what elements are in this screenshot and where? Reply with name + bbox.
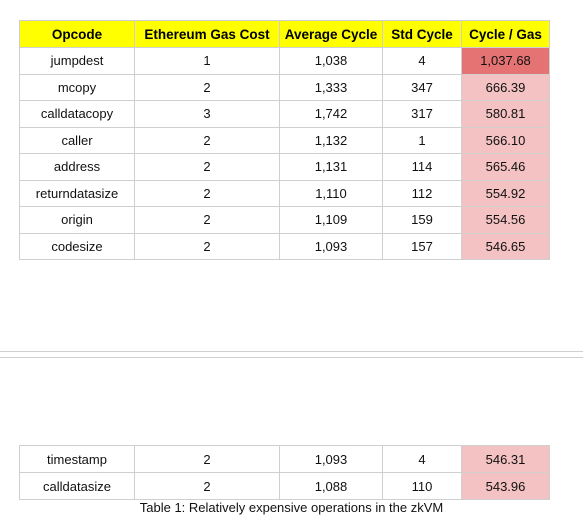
table-header-row: Opcode Ethereum Gas Cost Average Cycle S… <box>19 20 550 48</box>
cell-opcode: caller <box>19 126 135 154</box>
cell-gas-cost: 2 <box>134 179 280 207</box>
cell-gas-cost: 3 <box>134 100 280 128</box>
table-row: jumpdest 1 1,038 4 1,037.68 <box>19 47 550 75</box>
cell-opcode: timestamp <box>19 445 135 473</box>
cell-cycle-per-gas: 666.39 <box>461 73 550 101</box>
cell-opcode: address <box>19 153 135 181</box>
cell-cycle-per-gas: 565.46 <box>461 153 550 181</box>
page-break-line-bottom <box>0 357 583 358</box>
cell-opcode: returndatasize <box>19 179 135 207</box>
cell-average-cycle: 1,333 <box>279 73 383 101</box>
cell-opcode: mcopy <box>19 73 135 101</box>
cell-std-cycle: 4 <box>382 47 462 75</box>
cell-cycle-per-gas: 546.65 <box>461 232 550 260</box>
cell-gas-cost: 1 <box>134 47 280 75</box>
cell-average-cycle: 1,038 <box>279 47 383 75</box>
cell-average-cycle: 1,088 <box>279 472 383 500</box>
cell-gas-cost: 2 <box>134 232 280 260</box>
cell-gas-cost: 2 <box>134 126 280 154</box>
table-row: calldatacopy 3 1,742 317 580.81 <box>19 100 550 128</box>
cell-std-cycle: 1 <box>382 126 462 154</box>
table-row: address 2 1,131 114 565.46 <box>19 153 550 181</box>
table-row: timestamp 2 1,093 4 546.31 <box>19 445 550 473</box>
opcode-table-bottom: timestamp 2 1,093 4 546.31 calldatasize … <box>19 445 550 500</box>
table-row: calldatasize 2 1,088 110 543.96 <box>19 472 550 500</box>
header-opcode: Opcode <box>19 20 135 48</box>
table-row: mcopy 2 1,333 347 666.39 <box>19 73 550 101</box>
cell-std-cycle: 4 <box>382 445 462 473</box>
cell-cycle-per-gas: 566.10 <box>461 126 550 154</box>
header-cycle-per-gas: Cycle / Gas <box>461 20 550 48</box>
cell-average-cycle: 1,110 <box>279 179 383 207</box>
page-break-line-top <box>0 351 583 352</box>
table-row: caller 2 1,132 1 566.10 <box>19 126 550 154</box>
cell-std-cycle: 317 <box>382 100 462 128</box>
cell-std-cycle: 114 <box>382 153 462 181</box>
cell-gas-cost: 2 <box>134 206 280 234</box>
table-row: returndatasize 2 1,110 112 554.92 <box>19 179 550 207</box>
table-row: origin 2 1,109 159 554.56 <box>19 206 550 234</box>
cell-cycle-per-gas: 554.92 <box>461 179 550 207</box>
cell-cycle-per-gas: 554.56 <box>461 206 550 234</box>
cell-average-cycle: 1,131 <box>279 153 383 181</box>
header-gas-cost: Ethereum Gas Cost <box>134 20 280 48</box>
header-std-cycle: Std Cycle <box>382 20 462 48</box>
cell-opcode: codesize <box>19 232 135 260</box>
cell-gas-cost: 2 <box>134 472 280 500</box>
cell-gas-cost: 2 <box>134 153 280 181</box>
cell-std-cycle: 157 <box>382 232 462 260</box>
cell-std-cycle: 159 <box>382 206 462 234</box>
header-average-cycle: Average Cycle <box>279 20 383 48</box>
cell-cycle-per-gas: 546.31 <box>461 445 550 473</box>
cell-average-cycle: 1,093 <box>279 232 383 260</box>
cell-opcode: calldatasize <box>19 472 135 500</box>
cell-opcode: origin <box>19 206 135 234</box>
cell-gas-cost: 2 <box>134 445 280 473</box>
opcode-table-top: Opcode Ethereum Gas Cost Average Cycle S… <box>19 20 550 260</box>
cell-gas-cost: 2 <box>134 73 280 101</box>
cell-std-cycle: 112 <box>382 179 462 207</box>
cell-cycle-per-gas: 580.81 <box>461 100 550 128</box>
cell-cycle-per-gas: 543.96 <box>461 472 550 500</box>
table-caption: Table 1: Relatively expensive operations… <box>139 500 444 515</box>
cell-average-cycle: 1,132 <box>279 126 383 154</box>
cell-opcode: jumpdest <box>19 47 135 75</box>
cell-std-cycle: 110 <box>382 472 462 500</box>
cell-opcode: calldatacopy <box>19 100 135 128</box>
cell-std-cycle: 347 <box>382 73 462 101</box>
cell-cycle-per-gas: 1,037.68 <box>461 47 550 75</box>
table-row: codesize 2 1,093 157 546.65 <box>19 232 550 260</box>
cell-average-cycle: 1,093 <box>279 445 383 473</box>
cell-average-cycle: 1,742 <box>279 100 383 128</box>
cell-average-cycle: 1,109 <box>279 206 383 234</box>
